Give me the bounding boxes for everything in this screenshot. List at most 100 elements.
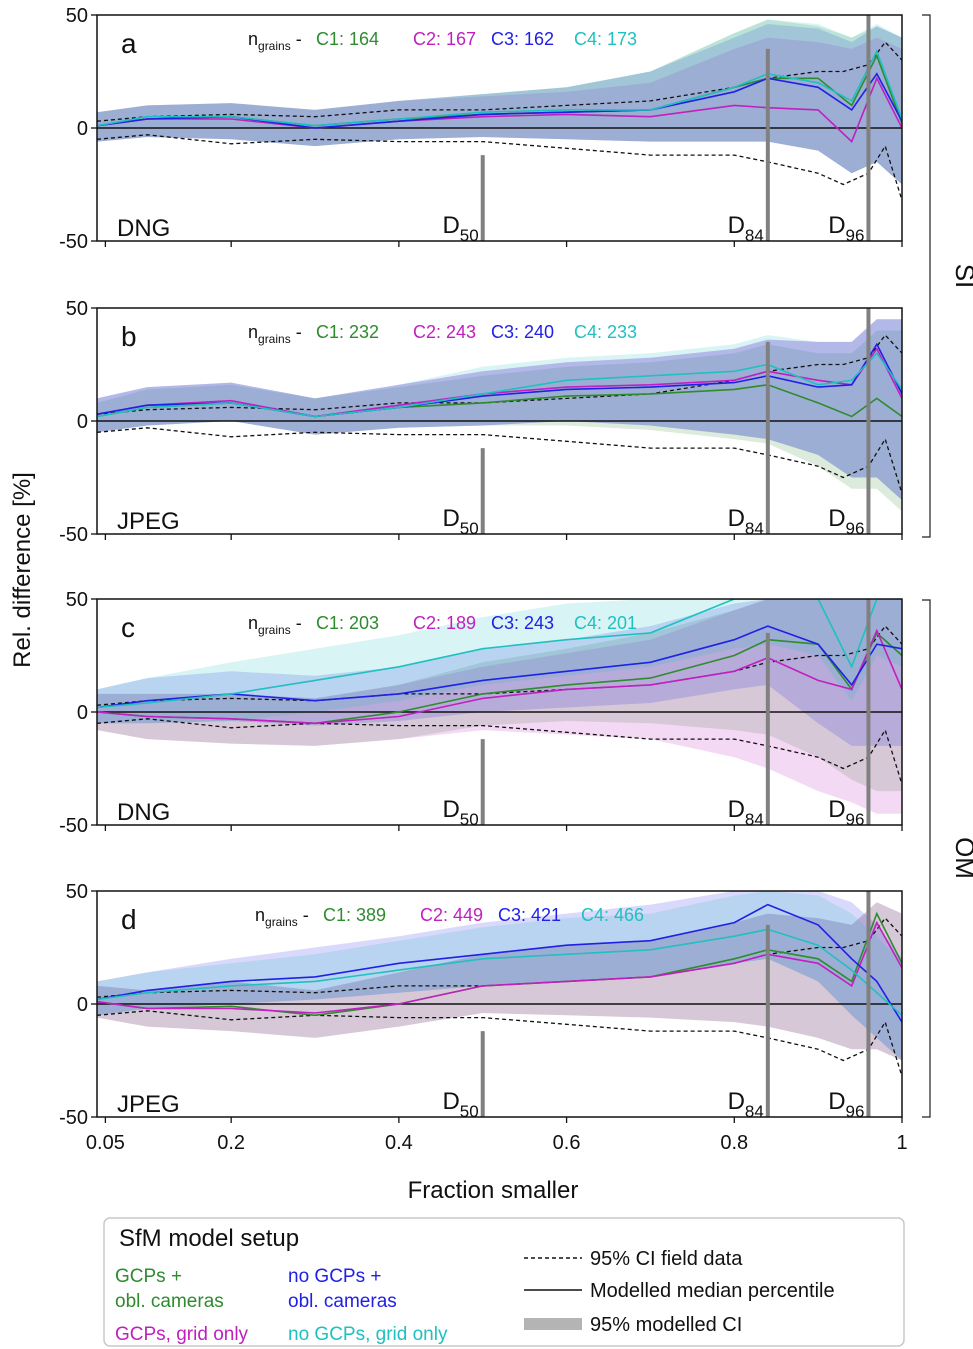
panel-a-marker-label-d84: D84 [728,212,764,245]
legend-c3-line2: obl. cameras [288,1291,397,1312]
panel-c-ci-band-c3 [97,599,902,746]
panel-d-ytick-label: -50 [59,1107,88,1129]
panel-d-xtick-label: 0.8 [720,1132,748,1154]
panel-c-median-line-c2 [97,628,902,725]
group-label-si: SI [950,264,973,289]
panel-c-count-c4: C4: 201 [574,613,637,633]
panel-d-xtick-label: 0.05 [86,1132,125,1154]
panel-b-median-line-c2 [97,347,902,418]
panel-a-count-c1: C1: 164 [316,29,379,49]
panel-a-format-label: DNG [117,215,170,242]
panel-b-format-label: JPEG [117,508,180,535]
legend-median-label: Modelled median percentile [590,1280,835,1302]
panel-a-ytick-label: 50 [66,5,88,27]
panel-c-ci-band-c2 [97,599,902,814]
panel-a-plot-area [97,19,902,201]
panel-b-median-line-c4 [97,351,902,418]
panel-a-count-c2: C2: 167 [413,29,476,49]
panel-b-ci-band-c4 [97,319,902,501]
panel-a-ngrains-label: ngrains - [248,29,302,53]
panel-c-ytick-label: 50 [66,589,88,611]
panel-b: D50 D84 D96 -50 0 50 b JPEG ngrains - C1: 232 C2:… [59,298,903,546]
x-axis-label: Fraction smaller [408,1177,579,1204]
panel-d-format-label: JPEG [117,1091,180,1118]
panel-a-ci-band-c1 [97,19,902,185]
panel-c-median-line-c3 [97,625,902,709]
panel-c-count-c3: C3: 243 [491,613,554,633]
group-bracket-om: OM [922,599,973,1118]
panel-c-format-label: DNG [117,799,170,826]
panel-d-ytick-label: 50 [66,881,88,903]
panel-c-marker-label-d50: D50 [442,796,478,829]
panel-b-count-c3: C3: 240 [491,322,554,342]
panel-a-ytick-label: -50 [59,231,88,253]
panel-b-ngrains-label: ngrains - [248,322,302,346]
panel-d-ngrains-label: ngrains - [255,905,309,929]
panel-d-plot-area [97,891,902,1077]
panel-a-letter: a [121,28,137,59]
legend-c3-line1: no GCPs + [288,1266,381,1287]
panel-a-field-ci-lower [97,134,902,201]
panel-c-ci-band-c4 [97,599,902,724]
panel-d-letter: d [121,904,137,935]
panel-c-median-line-c4 [97,599,902,709]
panel-c-count-c1: C1: 203 [316,613,379,633]
panel-a-median-line-c4 [97,49,902,127]
panel-b-marker-label-d96: D96 [828,505,864,538]
panel-b-ytick-label: -50 [59,524,88,546]
panel-d-xtick-label: 1 [896,1132,907,1154]
panel-d-ytick-label: 0 [77,994,88,1016]
legend-frame [103,1217,905,1347]
panel-c-marker-label-d84: D84 [728,796,764,829]
panels-container: D50 D84 D96 -50 0 50 a DNG ngrains - C1: 164 C2: … [59,5,907,1154]
panel-c-letter: c [121,612,135,643]
legend-c2: GCPs, grid only [115,1324,249,1345]
panel-b-ci-band-c2 [97,319,902,501]
panel-d-marker-label-d96: D96 [828,1088,864,1121]
panel-b-count-c2: C2: 243 [413,322,476,342]
panel-d-median-line-c3 [97,903,902,1023]
panel-a-marker-label-d96: D96 [828,212,864,245]
panel-c-field-ci-lower [97,718,902,785]
legend-model-ci-swatch [524,1318,582,1330]
panel-c-ytick-label: 0 [77,702,88,724]
panel-d-marker-label-d50: D50 [442,1088,478,1121]
legend-field-ci-label: 95% CI field data [590,1248,743,1270]
panel-d-xtick-label: 0.2 [217,1132,245,1154]
panel-a-field-ci-upper [97,41,902,122]
panel-b-ytick-label: 50 [66,298,88,320]
panel-d-median-line-c4 [97,928,902,1016]
panel-c-ci-band-c1 [97,599,902,792]
panel-d-field-ci-lower [97,1010,902,1077]
group-bracket-si: SI [922,14,973,538]
panel-b-ytick-label: 0 [77,411,88,433]
panel-d-xtick-label: 0.4 [385,1132,413,1154]
panel-d-count-c4: C4: 466 [581,905,644,925]
legend-model-ci-label: 95% modelled CI [590,1314,742,1336]
panel-c-plot-area [97,599,902,814]
panel-d: D50 D84 D96 -50 0 50 0.05 0.2 0.4 0.6 0.8 1 d JPEG ngr… [59,881,907,1154]
panel-a-median-line-c2 [97,76,902,143]
panel-a-marker-label-d50: D50 [442,212,478,245]
panel-d-count-c1: C1: 389 [323,905,386,925]
legend-c1-line1: GCPs + [115,1266,182,1287]
panel-a-ci-band-c4 [97,19,902,185]
y-axis-label: Rel. difference [%] [9,472,36,668]
legend-title: SfM model setup [119,1225,299,1252]
legend-c1-line2: obl. cameras [115,1291,224,1312]
panel-b-marker-label-d84: D84 [728,505,764,538]
panel-d-marker-label-d84: D84 [728,1088,764,1121]
panel-a-count-c4: C4: 173 [574,29,637,49]
panel-b-ci-band-c3 [97,319,902,501]
panel-d-median-line-c2 [97,920,902,1014]
panel-d-ci-band-c3 [97,891,902,1061]
panel-b-marker-label-d50: D50 [442,505,478,538]
panel-a-ytick-label: 0 [77,118,88,140]
panel-a-ci-band-c3 [97,24,902,185]
panel-c-ytick-label: -50 [59,815,88,837]
panel-b-plot-area [97,319,902,512]
panel-a: D50 D84 D96 -50 0 50 a DNG ngrains - C1: 164 C2: … [59,5,903,253]
panel-b-letter: b [121,321,137,352]
panel-b-count-c1: C1: 232 [316,322,379,342]
